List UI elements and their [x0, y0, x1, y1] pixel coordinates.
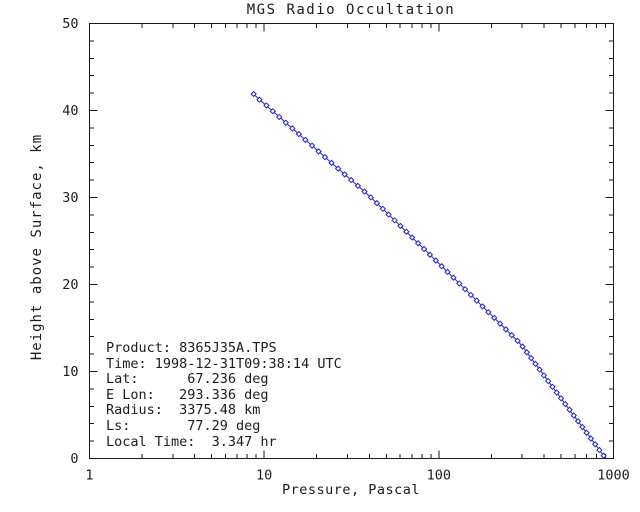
data-point-marker: [334, 165, 342, 172]
annotation-line-product: Product: 8365J35A.TPS: [106, 340, 277, 356]
data-point-marker: [514, 337, 521, 345]
y-tick-label: 0: [70, 451, 78, 467]
data-point-marker: [308, 142, 316, 149]
data-point-marker: [553, 389, 560, 396]
data-point-marker: [361, 188, 368, 195]
data-point-marker: [391, 217, 398, 224]
data-point-marker: [574, 418, 582, 425]
data-point-marker: [456, 280, 463, 287]
annotation-block: Product: 8365J35A.TPS Time: 1998-12-31T0…: [106, 340, 342, 450]
data-point-marker: [276, 113, 283, 121]
annotation-line-radius: Radius: 3375.48 km: [106, 402, 261, 419]
data-point-marker: [536, 366, 543, 373]
data-point-marker: [341, 171, 348, 178]
data-point-marker: [566, 406, 573, 413]
data-point-marker: [409, 234, 416, 241]
data-point-marker: [485, 308, 492, 316]
data-point-marker: [373, 199, 381, 207]
data-point-marker: [596, 446, 603, 454]
data-point-marker: [347, 176, 355, 184]
data-point-marker: [570, 412, 578, 419]
data-point-marker: [379, 205, 387, 213]
x-tick-label: 100: [427, 468, 451, 484]
data-point-marker: [583, 429, 590, 436]
data-point-marker: [354, 182, 362, 190]
data-point-marker: [450, 274, 457, 281]
plot-frame: [89, 23, 614, 459]
data-point-marker: [527, 354, 535, 362]
data-point-marker: [250, 90, 257, 98]
data-point-marker: [496, 320, 504, 327]
data-point-marker: [600, 452, 607, 459]
data-point-marker: [438, 263, 445, 270]
data-point-marker: [420, 245, 428, 253]
data-point-marker: [256, 96, 263, 103]
data-point-marker: [519, 343, 526, 350]
annotation-line-lat: Lat: 67.236 deg: [106, 371, 269, 388]
data-point-marker: [321, 153, 329, 161]
y-axis-label: Height above Surface, km: [29, 133, 45, 361]
y-tick-label: 30: [62, 190, 78, 206]
annotation-line-ls: Ls: 77.29 deg: [106, 417, 261, 434]
data-point-marker: [367, 194, 375, 201]
data-point-marker: [282, 119, 290, 126]
data-point-marker: [461, 285, 469, 293]
data-point-marker: [502, 326, 510, 333]
y-tick-label: 50: [62, 16, 78, 32]
data-point-marker: [403, 228, 410, 235]
annotation-line-time: Time: 1998-12-31T09:38:14 UTC: [106, 355, 342, 372]
data-point-marker: [328, 159, 335, 167]
y-tick-label: 10: [62, 364, 78, 380]
data-point-marker: [579, 423, 586, 431]
data-series-line: [253, 93, 605, 457]
data-point-marker: [557, 395, 565, 402]
data-point-marker: [289, 125, 296, 132]
data-point-marker: [414, 240, 422, 247]
annotation-line-elon: E Lon: 293.336 deg: [106, 386, 269, 403]
data-point-marker: [587, 435, 595, 442]
chart-title: MGS Radio Occultation: [246, 2, 456, 18]
data-point-marker: [532, 360, 539, 368]
data-point-marker: [523, 349, 531, 356]
x-axis-label: Pressure, Pascal: [281, 482, 421, 498]
data-point-marker: [591, 441, 599, 448]
data-point-marker: [540, 372, 548, 379]
data-point-marker: [562, 400, 569, 408]
data-point-marker: [385, 211, 392, 218]
data-point-marker: [397, 222, 404, 230]
data-point-marker: [549, 383, 556, 391]
data-point-marker: [444, 268, 451, 276]
x-tick-label: 1000: [597, 468, 630, 484]
data-point-marker: [263, 102, 270, 109]
data-point-marker: [315, 148, 322, 155]
annotation-line-local-time: Local Time: 3.347 hr: [106, 433, 277, 450]
data-point-marker: [491, 314, 498, 322]
x-tick-label: 1: [85, 468, 93, 484]
x-tick-label: 10: [256, 468, 272, 484]
y-tick-label: 40: [62, 103, 78, 119]
data-point-marker: [479, 303, 486, 310]
data-point-marker: [302, 136, 309, 144]
data-point-marker: [508, 331, 515, 339]
data-point-marker: [432, 257, 440, 264]
data-point-marker: [544, 377, 552, 385]
y-tick-label: 20: [62, 277, 78, 293]
data-point-marker: [426, 251, 434, 258]
data-point-marker: [473, 297, 480, 304]
data-point-marker: [295, 130, 303, 138]
data-point-marker: [269, 107, 276, 115]
data-point-marker: [467, 291, 475, 299]
